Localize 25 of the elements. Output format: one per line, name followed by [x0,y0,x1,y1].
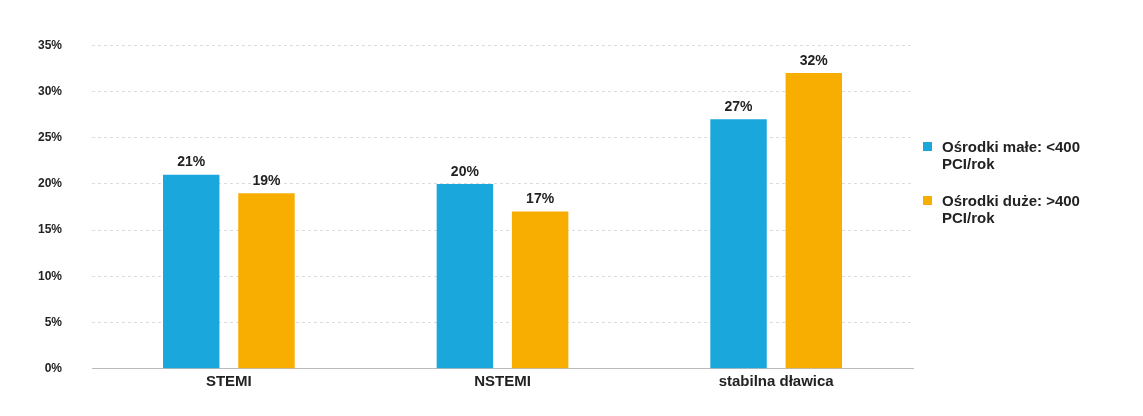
bar [436,183,494,369]
legend-label: Ośrodki małe: <400 PCI/rok [942,138,1081,172]
text: 20% [450,162,479,179]
y-tick-label: 35% [37,37,63,52]
text: 17% [526,190,555,207]
legend-label: Ośrodki duże: >400 PCI/rok [942,192,1081,226]
x-tick-label: stabilna dławica [718,371,835,389]
bar [238,193,295,369]
bar [163,174,220,369]
y-tick-label: 5% [44,314,63,329]
y-tick-label: 0% [44,361,63,376]
text: 19% [252,171,281,188]
y-tick-label: 30% [37,83,63,98]
y-tick-label: 25% [37,129,63,144]
y-tick-label: 10% [37,268,63,283]
text: 32% [799,51,828,68]
y-tick-label: 20% [37,176,63,191]
x-tick-label: STEMI [205,371,252,389]
y-tick-label: 15% [37,222,63,237]
bar [785,72,843,369]
x-tick-label: NSTEMI [474,371,531,389]
bar [511,211,569,369]
bar [710,119,767,369]
text: 21% [177,153,206,170]
text: 27% [724,98,753,115]
